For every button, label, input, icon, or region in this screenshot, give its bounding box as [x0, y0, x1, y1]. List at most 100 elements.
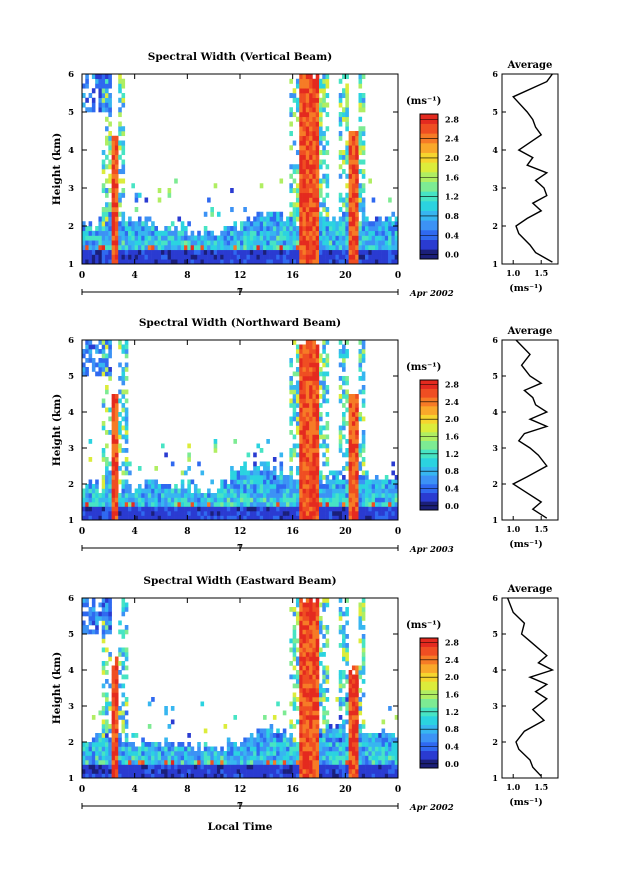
- heatmap-cell: [157, 254, 162, 260]
- heatmap-cell: [101, 188, 106, 194]
- heatmap-cell: [207, 506, 211, 512]
- heatmap-cell: [295, 598, 300, 603]
- heatmap-cell: [233, 249, 238, 255]
- heatmap-cell: [263, 466, 267, 471]
- heatmap-cell: [249, 484, 254, 489]
- heatmap-cell: [312, 197, 317, 203]
- heatmap-cell: [187, 479, 191, 485]
- heatmap-cell: [289, 647, 293, 653]
- heatmap-cell: [279, 746, 284, 752]
- heatmap-cell: [121, 692, 126, 698]
- heatmap-cell: [355, 479, 359, 485]
- heatmap-cell: [315, 245, 320, 251]
- heatmap-cell: [108, 371, 112, 377]
- heatmap-cell: [276, 240, 280, 246]
- heatmap-cell: [335, 728, 340, 734]
- heatmap-cell: [305, 93, 310, 99]
- heatmap-cell: [114, 235, 119, 241]
- heatmap-cell: [161, 484, 165, 489]
- heatmap-cell: [391, 764, 396, 770]
- heatmap-cell: [276, 249, 280, 255]
- heatmap-cell: [177, 746, 182, 752]
- heatmap-cell: [322, 93, 326, 99]
- heatmap-cell: [266, 737, 270, 743]
- heatmap-cell: [88, 488, 93, 494]
- heatmap-cell: [263, 259, 267, 265]
- heatmap-cell: [187, 443, 191, 449]
- heatmap-cell: [124, 629, 129, 635]
- heatmap-cell: [302, 701, 307, 707]
- heatmap-cell: [121, 403, 126, 408]
- heatmap-cell: [394, 751, 399, 756]
- heatmap-cell: [88, 221, 93, 227]
- heatmap-cell: [309, 764, 313, 770]
- heatmap-cell: [144, 497, 149, 503]
- heatmap-cell: [302, 216, 307, 222]
- heatmap-cell: [309, 394, 313, 399]
- heatmap-cell: [223, 511, 228, 516]
- heatmap-cell: [108, 773, 112, 779]
- heatmap-cell: [111, 173, 116, 179]
- heatmap-cell: [312, 221, 317, 227]
- heatmap-cell: [85, 751, 89, 756]
- heatmap-cell: [315, 159, 320, 165]
- heatmap-cell: [246, 760, 251, 765]
- heatmap-cell: [220, 235, 224, 241]
- heatmap-cell: [263, 502, 267, 507]
- heatmap-cell: [161, 773, 165, 779]
- heatmap-cell: [118, 178, 122, 184]
- heatmap-cell: [213, 245, 218, 251]
- heatmap-cell: [167, 235, 172, 241]
- heatmap-cell: [154, 764, 159, 770]
- heatmap-cell: [134, 751, 139, 756]
- heatmap-cell: [345, 719, 349, 725]
- heatmap-cell: [253, 226, 257, 232]
- heatmap-cell: [180, 221, 185, 227]
- heatmap-cell: [101, 344, 106, 350]
- heatmap-cell: [325, 674, 330, 680]
- heatmap-cell: [249, 755, 254, 761]
- heatmap-cell: [328, 502, 333, 507]
- heatmap-cell: [302, 607, 307, 612]
- heatmap-cell: [322, 710, 326, 716]
- heatmap-cell: [184, 751, 188, 756]
- heatmap-cell: [325, 728, 330, 734]
- heatmap-cell: [332, 249, 336, 255]
- heatmap-cell: [263, 249, 267, 255]
- heatmap-cell: [322, 484, 326, 489]
- heatmap-cell: [121, 479, 126, 485]
- heatmap-cell: [243, 760, 247, 765]
- heatmap-cell: [210, 479, 214, 485]
- heatmap-cell: [342, 344, 346, 350]
- heatmap-cell: [98, 221, 103, 227]
- heatmap-cell: [394, 497, 399, 503]
- heatmap-cell: [335, 733, 340, 738]
- heatmap-cell: [289, 78, 293, 84]
- heatmap-cell: [328, 259, 333, 265]
- heatmap-cell: [246, 221, 251, 227]
- heatmap-cell: [118, 661, 122, 666]
- heatmap-cell: [374, 506, 379, 512]
- heatmap-cell: [345, 353, 349, 359]
- heatmap-cell: [263, 769, 267, 774]
- heatmap-cell: [141, 742, 145, 747]
- heatmap-cell: [174, 240, 178, 246]
- heatmap-cell: [319, 259, 323, 265]
- heatmap-cell: [309, 116, 313, 122]
- heatmap-cell: [220, 760, 224, 765]
- heatmap-cell: [378, 221, 382, 227]
- heatmap-cell: [309, 121, 313, 127]
- heatmap-cell: [315, 701, 320, 707]
- heatmap-cell: [299, 358, 303, 363]
- heatmap-cell: [295, 164, 300, 170]
- heatmap-cell: [108, 607, 112, 612]
- heatmap-cell: [325, 93, 330, 99]
- heatmap-cell: [236, 254, 241, 260]
- heatmap-cell: [124, 515, 129, 521]
- heatmap-cell: [177, 245, 182, 251]
- heatmap-cell: [170, 515, 175, 521]
- heatmap-cell: [322, 742, 326, 747]
- heatmap-cell: [114, 461, 119, 467]
- heatmap-cell: [309, 715, 313, 720]
- heatmap-cell: [384, 484, 389, 489]
